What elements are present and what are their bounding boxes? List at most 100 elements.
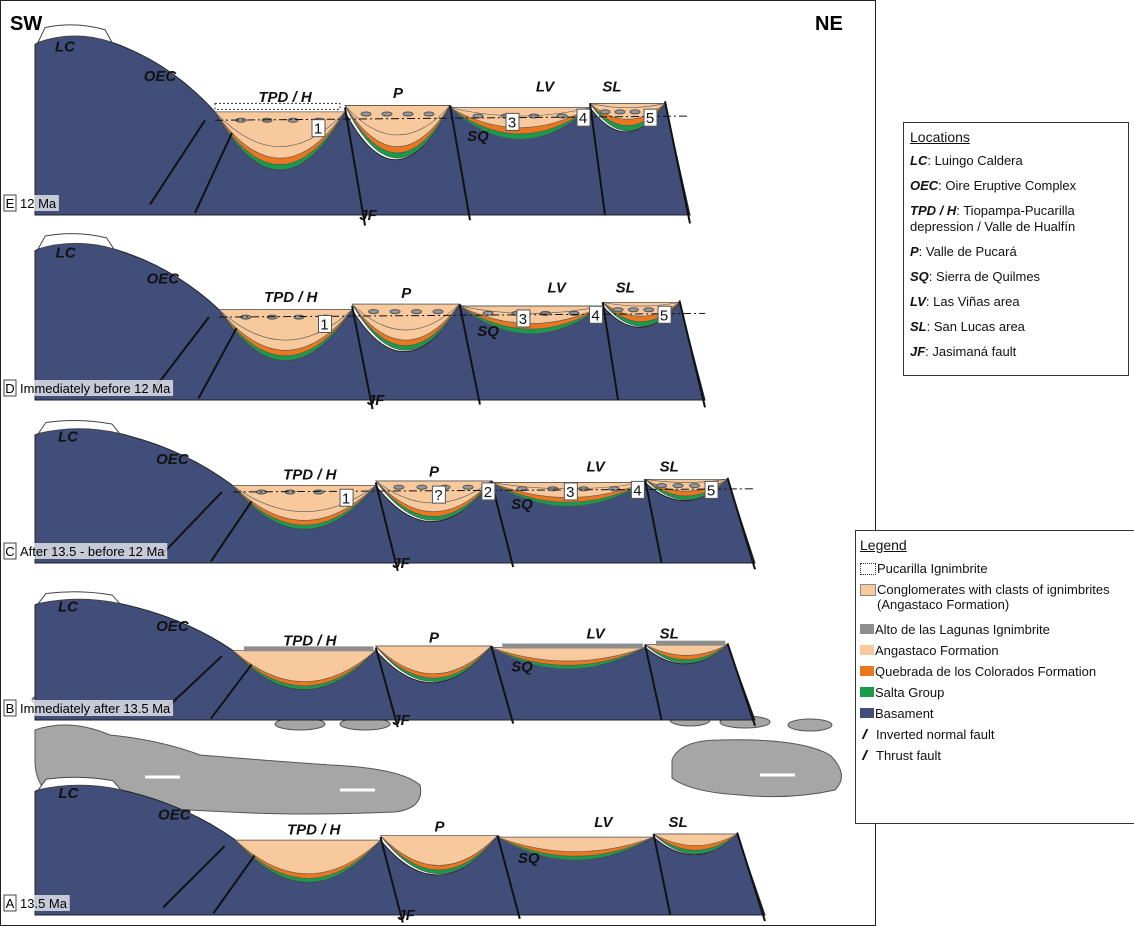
location-label: P: [429, 463, 440, 480]
alto-lagunas-ignimbrite: [502, 644, 643, 649]
location-label: P: [435, 818, 446, 835]
location-label: SQ: [518, 850, 540, 867]
location-label: LC: [58, 785, 79, 802]
location-label: LC: [55, 39, 76, 56]
location-label: JF: [392, 712, 410, 729]
conglomerate-clast: [417, 485, 427, 489]
location-label: JF: [367, 392, 385, 409]
location-abbr: SQ: [910, 269, 929, 284]
section-number: ?: [434, 487, 442, 504]
legend-item: Basament: [860, 706, 1130, 721]
conglomerate-clast: [361, 112, 371, 116]
conglomerate-clast: [424, 112, 434, 116]
panel-letter: A: [6, 896, 15, 911]
location-label: TPD / H: [283, 632, 338, 649]
location-label: OEC: [158, 806, 192, 823]
legend-item: Pucarilla Ignimbrite: [860, 561, 1130, 576]
conglomerate-clast: [463, 485, 473, 489]
legend-title: Legend: [860, 537, 1130, 553]
location-text: : Jasimaná fault: [925, 344, 1016, 359]
panel-letter: D: [5, 381, 14, 396]
legend-item: Angastaco Formation: [860, 643, 1130, 658]
location-label: LV: [536, 79, 556, 96]
conglomerate-clast: [382, 112, 392, 116]
location-label: JF: [397, 907, 415, 924]
location-label: LV: [548, 280, 568, 297]
location-label: LV: [586, 459, 606, 476]
locations-box: Locations LC: Luingo CalderaOEC: Oire Er…: [903, 122, 1129, 376]
section-number: 3: [508, 114, 516, 131]
panel-letter: C: [5, 544, 14, 559]
location-label: TPD / H: [287, 822, 342, 839]
panel-caption: Immediately before 12 Ma: [20, 381, 171, 396]
location-item: OEC: Oire Eruptive Complex: [910, 178, 1122, 194]
conglomerate-clast: [609, 487, 619, 491]
conglomerate-clast: [615, 110, 625, 114]
section-number: 3: [566, 484, 574, 501]
location-item: SL: San Lucas area: [910, 319, 1122, 335]
location-text: : Valle de Pucará: [919, 244, 1017, 259]
legend-swatch: [860, 687, 874, 697]
location-abbr: SL: [910, 319, 927, 334]
legend-swatch: [860, 645, 874, 655]
legend-swatch: [860, 584, 876, 596]
panel-caption: 12 Ma: [20, 196, 57, 211]
location-text: : Las Viñas area: [926, 294, 1020, 309]
panel: LCOECTPD / HPSQLVSLJF1345DImmediately be…: [4, 234, 705, 410]
panel-caption: After 13.5 - before 12 Ma: [20, 544, 165, 559]
conglomerate-clast: [690, 484, 700, 488]
location-label: SQ: [511, 496, 533, 513]
section-number: 5: [660, 307, 668, 324]
legend-swatch: [860, 563, 876, 575]
location-abbr: TPD / H: [910, 203, 956, 218]
location-text: : Oire Eruptive Complex: [938, 178, 1076, 193]
conglomerate-clast: [613, 308, 623, 312]
conglomerate-clast: [294, 315, 304, 319]
location-text: : Sierra de Quilmes: [929, 269, 1040, 284]
ne-label: NE: [815, 13, 843, 35]
location-label: OEC: [144, 68, 178, 85]
location-label: SL: [660, 625, 679, 642]
conglomerate-clast: [600, 110, 610, 114]
location-label: SL: [660, 459, 679, 476]
legend-item: Inverted normal fault: [860, 727, 1130, 742]
location-label: SQ: [477, 323, 499, 340]
legend-item: Alto de las Lagunas Ignimbrite: [860, 622, 1130, 637]
conglomerate-clast: [390, 310, 400, 314]
location-label: LC: [58, 598, 79, 615]
section-number: 1: [342, 490, 350, 507]
legend-text: Salta Group: [875, 685, 944, 700]
conglomerate-clast: [403, 112, 413, 116]
conglomerate-clast: [644, 308, 654, 312]
legend-swatch: [862, 750, 873, 760]
section-number: 4: [579, 110, 587, 127]
location-label: LC: [58, 429, 79, 446]
conglomerate-clast: [630, 110, 640, 114]
locations-title: Locations: [910, 129, 1122, 145]
legend-text: Pucarilla Ignimbrite: [877, 561, 988, 576]
location-label: TPD / H: [258, 89, 313, 106]
location-abbr: JF: [910, 344, 925, 359]
location-label: SL: [668, 814, 687, 831]
location-abbr: P: [910, 244, 919, 259]
conglomerate-clast: [288, 118, 298, 122]
section-number: 4: [591, 307, 599, 324]
location-label: OEC: [156, 618, 190, 635]
conglomerate-clast: [673, 484, 683, 488]
location-abbr: OEC: [910, 178, 938, 193]
section-number: 5: [707, 482, 715, 499]
location-label: TPD / H: [264, 289, 319, 306]
location-label: SQ: [511, 659, 533, 676]
panel-caption: 13.5 Ma: [20, 896, 68, 911]
location-label: SQ: [467, 128, 489, 145]
location-label: P: [393, 85, 404, 102]
location-label: P: [429, 630, 440, 647]
legend-item: Quebrada de los Colorados Formation: [860, 664, 1130, 679]
legend-item: Conglomerates with clasts of ignimbrites…: [860, 582, 1130, 612]
legend-item: Thrust fault: [860, 748, 1130, 763]
location-item: TPD / H: Tiopampa-Pucarilla depression /…: [910, 203, 1122, 235]
section-number: 4: [633, 482, 641, 499]
legend-text: Alto de las Lagunas Ignimbrite: [875, 622, 1050, 637]
location-item: P: Valle de Pucará: [910, 244, 1122, 260]
